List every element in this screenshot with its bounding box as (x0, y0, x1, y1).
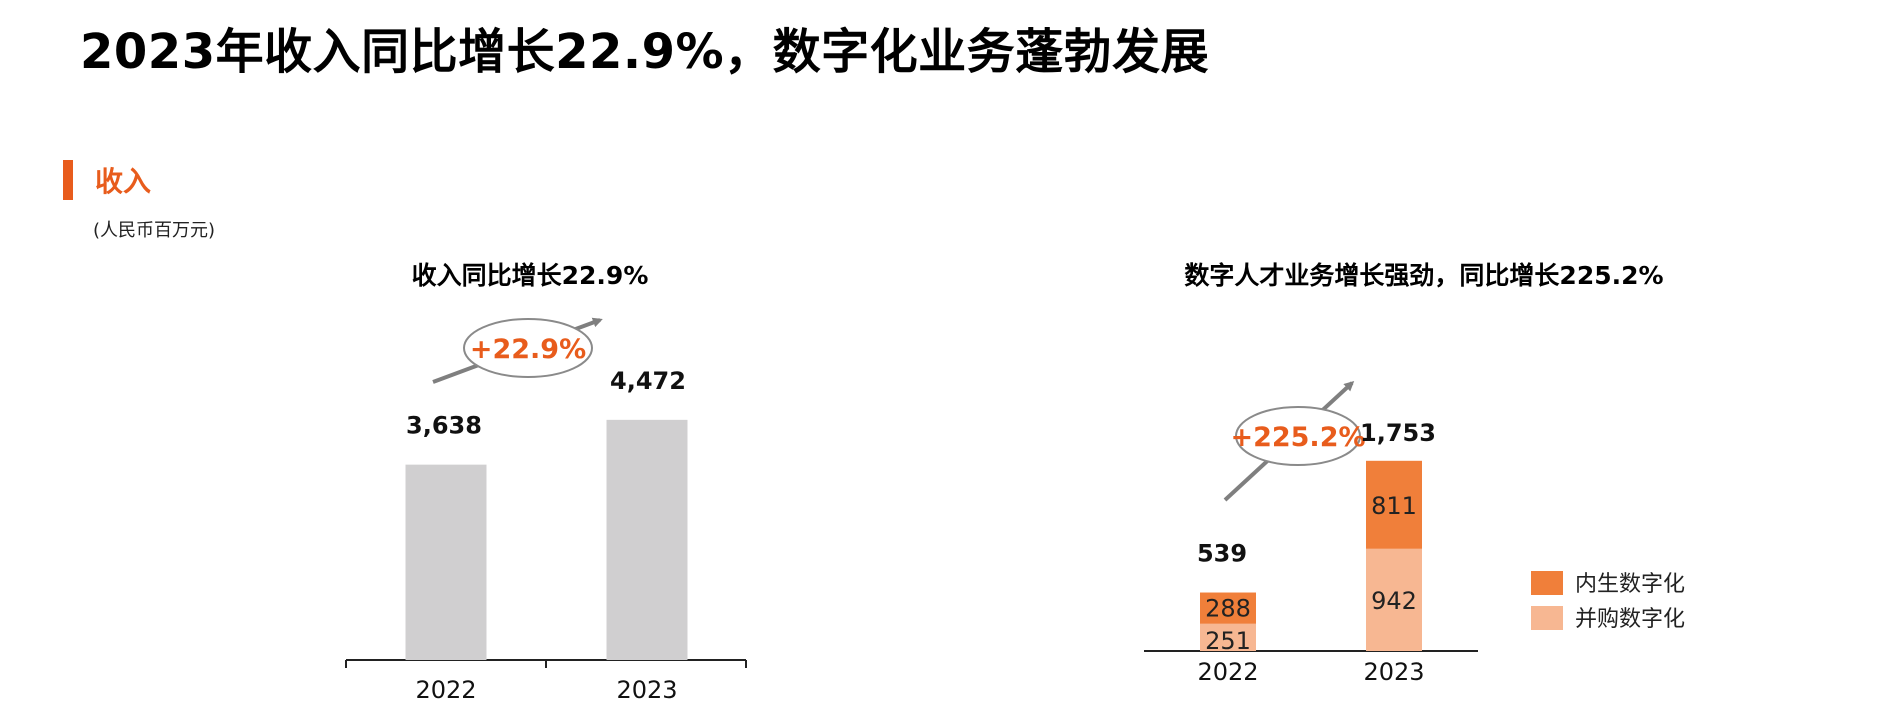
bar-segment-organic-2022 (1200, 592, 1256, 624)
growth-label-revenue: +22.9% (470, 334, 586, 365)
page-title: 2023年收入同比增长22.9%，数字化业务蓬勃发展 (80, 24, 1210, 80)
section-title: 收入 (95, 165, 152, 198)
growth-bubble-revenue (463, 318, 593, 378)
tick-label-revenue-2023: 2023 (616, 676, 677, 704)
tick-label-digital-2022: 2022 (1197, 658, 1258, 686)
segment-label-organic-2023: 811 (1371, 492, 1417, 520)
legend-label-acquired: 并购数字化 (1575, 607, 1685, 632)
bar-segment-acquired-2023 (1366, 548, 1422, 651)
total-label-digital-2023: 1,753 (1360, 419, 1436, 447)
section-accent-bar (63, 160, 73, 200)
tick-label-revenue-2022: 2022 (415, 676, 476, 704)
legend-swatch-organic (1531, 571, 1563, 595)
chart-title-digital: 数字人才业务增长强劲，同比增长225.2% (1184, 261, 1664, 290)
total-label-digital-2022: 539 (1197, 540, 1247, 568)
growth-label-digital: +225.2% (1230, 422, 1365, 453)
growth-bubble-digital (1235, 406, 1361, 466)
bar-segment-organic-2023 (1366, 460, 1422, 549)
segment-label-organic-2022: 288 (1205, 595, 1251, 623)
legend-swatch-acquired (1531, 606, 1563, 630)
bar-revenue-2023 (606, 419, 688, 660)
segment-label-acquired-2022: 251 (1205, 627, 1251, 655)
bar-revenue-2022 (405, 464, 487, 660)
value-label-revenue-2022: 3,638 (406, 412, 482, 440)
tick-label-digital-2023: 2023 (1363, 658, 1424, 686)
unit-label: (人民币百万元) (93, 220, 216, 241)
segment-label-acquired-2023: 942 (1371, 587, 1417, 615)
legend-label-organic: 内生数字化 (1575, 572, 1685, 597)
bar-segment-acquired-2022 (1200, 623, 1256, 651)
value-label-revenue-2023: 4,472 (610, 367, 686, 395)
chart-title-revenue: 收入同比增长22.9% (411, 261, 649, 290)
